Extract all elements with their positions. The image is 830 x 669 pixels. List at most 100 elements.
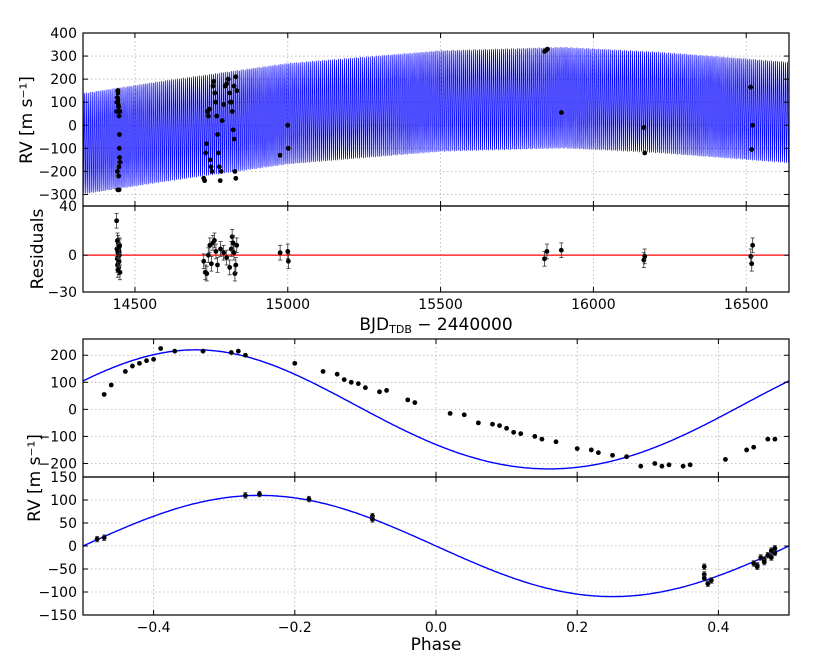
data-point xyxy=(231,83,237,89)
residual-gridlines xyxy=(83,206,789,292)
data-point xyxy=(218,169,224,174)
rv-y-ticks: −300 −200 −100 0 100 200 300 400 xyxy=(39,26,789,206)
data-point xyxy=(748,84,754,90)
data-point xyxy=(768,555,774,560)
data-point xyxy=(768,548,774,553)
y-tick-label: 200 xyxy=(50,72,77,88)
data-point xyxy=(213,99,219,105)
data-point xyxy=(701,575,707,581)
data-point xyxy=(233,262,239,268)
x-tick-label: 14500 xyxy=(113,297,158,313)
data-point xyxy=(204,141,209,147)
data-point xyxy=(624,454,630,460)
data-point xyxy=(116,164,122,170)
y-tick-label: 100 xyxy=(50,493,77,509)
y-tick-label: 300 xyxy=(50,49,77,65)
data-point xyxy=(751,561,757,566)
panel-rv-time-series: −300 −200 −100 0 100 200 300 400 RV [m s⁻¹] xyxy=(17,26,790,207)
data-point xyxy=(233,175,239,181)
y-tick-label: −200 xyxy=(39,456,77,472)
panel-phase-planet-c: −150 −100 −50 0 50 100 150 −0.4 −0.2 0.0 0.2 0.4 R… xyxy=(25,434,790,655)
phase-c-data-points xyxy=(94,490,778,587)
data-point xyxy=(116,145,122,151)
data-point xyxy=(151,356,157,362)
residual-data-points xyxy=(114,212,756,282)
data-point xyxy=(765,552,771,558)
time-xlabel: BJDTDB − 2440000 xyxy=(359,315,512,336)
data-point xyxy=(687,462,693,468)
data-point xyxy=(334,371,340,377)
data-point xyxy=(212,90,218,96)
data-point xyxy=(215,262,220,268)
data-point xyxy=(216,164,222,170)
data-point xyxy=(224,81,230,87)
phase-b-model-curve xyxy=(82,349,790,470)
data-point xyxy=(370,516,375,522)
data-point xyxy=(231,136,237,142)
data-point xyxy=(230,127,236,133)
x-tick-label: 16500 xyxy=(724,297,769,313)
data-point xyxy=(137,360,142,366)
data-point xyxy=(228,350,234,355)
data-point xyxy=(227,90,233,96)
data-point xyxy=(285,145,291,151)
data-point xyxy=(666,462,672,468)
data-point xyxy=(292,360,298,366)
residual-x-ticks: 14500 15000 15500 16000 16500 xyxy=(113,206,769,313)
data-point xyxy=(207,157,213,163)
panel-phase-planet-b: −200 −100 0 100 200 xyxy=(39,338,790,478)
data-point xyxy=(232,271,238,276)
data-point xyxy=(227,265,233,270)
phase-c-x-ticks: −0.4 −0.2 0.0 0.2 0.4 xyxy=(137,477,730,636)
data-point xyxy=(642,150,648,156)
data-point xyxy=(242,352,248,358)
y-tick-label: −100 xyxy=(39,429,77,445)
time-xlabel-suffix: − 2440000 xyxy=(412,315,513,335)
data-point xyxy=(749,147,755,152)
phase-xlabel: Phase xyxy=(411,635,462,655)
y-tick-label: −150 xyxy=(39,608,77,624)
data-point xyxy=(638,463,644,469)
data-point xyxy=(205,113,211,119)
data-point xyxy=(574,446,580,451)
data-point xyxy=(701,564,707,570)
data-point xyxy=(230,240,236,246)
data-point xyxy=(221,102,226,107)
data-point xyxy=(201,258,207,264)
data-point xyxy=(217,178,223,184)
y-tick-label: −100 xyxy=(39,141,77,157)
y-tick-label: −200 xyxy=(39,164,77,180)
data-point xyxy=(542,256,547,262)
data-point xyxy=(659,463,665,469)
data-point xyxy=(116,173,121,179)
data-point xyxy=(285,122,291,128)
data-point xyxy=(117,109,123,114)
data-point xyxy=(461,412,467,418)
data-point xyxy=(772,550,778,556)
data-point xyxy=(225,76,231,82)
data-point xyxy=(232,169,238,174)
data-point xyxy=(641,125,647,130)
y-tick-label: 150 xyxy=(50,470,77,486)
data-point xyxy=(158,346,164,351)
data-point xyxy=(595,450,601,456)
data-point xyxy=(234,242,240,248)
data-point xyxy=(751,444,757,450)
data-point xyxy=(405,397,411,403)
data-point xyxy=(219,118,225,124)
rv-data-points xyxy=(114,46,756,193)
data-point xyxy=(544,249,550,254)
data-point xyxy=(211,79,217,84)
data-point xyxy=(204,271,210,276)
data-point xyxy=(130,363,135,369)
data-point xyxy=(511,429,517,435)
data-point xyxy=(117,159,123,165)
data-point xyxy=(221,250,226,256)
y-tick-label: 100 xyxy=(50,375,77,391)
y-tick-label: 400 xyxy=(50,26,77,42)
data-point xyxy=(744,447,750,453)
data-point xyxy=(114,218,120,224)
y-tick-label: −100 xyxy=(39,585,77,601)
data-point xyxy=(306,496,312,502)
data-point xyxy=(708,578,714,583)
